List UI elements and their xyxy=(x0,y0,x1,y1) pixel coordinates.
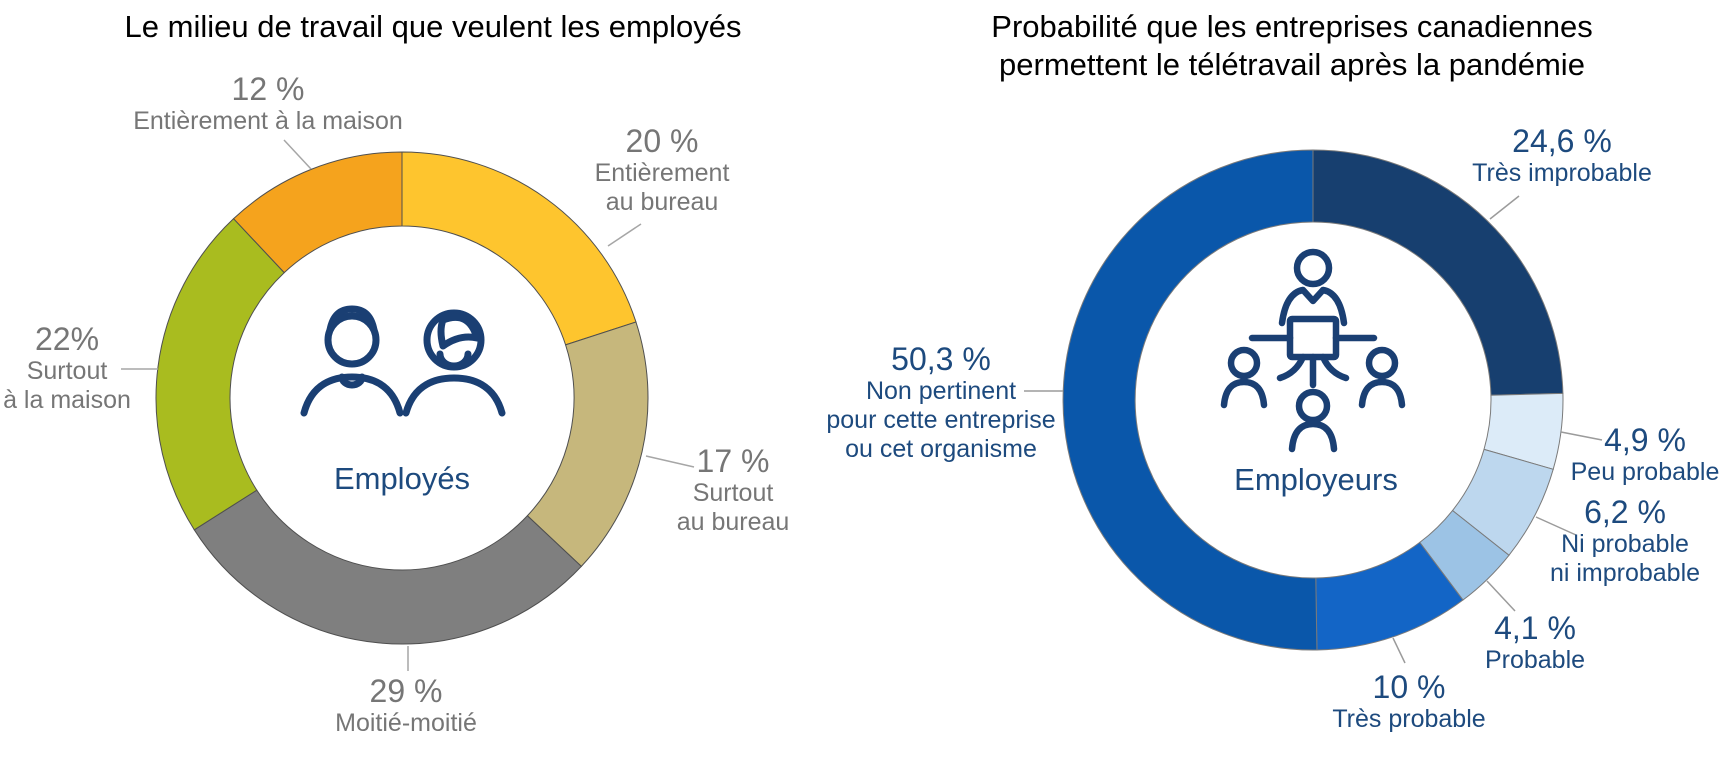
callout-likely: 4,1 % Probable xyxy=(1484,610,1586,675)
right-chart-title-line-1: Probabilité que les entreprises canadien… xyxy=(991,9,1593,44)
donut-slice-1 xyxy=(526,321,649,568)
leader-line-4-9pct xyxy=(1560,431,1603,441)
callout-fully-home: 12 % Entièrement à la maison xyxy=(133,71,403,136)
left-center-label: Employés xyxy=(333,461,471,496)
callout-mostly-home: 22% Surtout à la maison xyxy=(3,321,131,415)
right-chart-title: Probabilité que les entreprises canadien… xyxy=(991,8,1592,84)
left-chart-title-line: Le milieu de travail que veulent les emp… xyxy=(124,9,742,44)
leader-line-6-2pct xyxy=(1535,516,1577,536)
team-member-bottom xyxy=(1288,388,1338,453)
donut-slice-3 xyxy=(155,217,285,531)
callout-very-unlikely: 24,6 % Très improbable xyxy=(1472,123,1652,188)
donut-slice-2 xyxy=(193,489,583,645)
leader-line-10pct xyxy=(1392,637,1406,664)
leader-line-12pct xyxy=(283,139,312,170)
woman-bust xyxy=(402,309,506,417)
leader-line-17pct xyxy=(645,455,695,468)
donut-slice-5 xyxy=(1062,149,1318,651)
team-member-left xyxy=(1220,346,1268,409)
donut-employees xyxy=(155,151,649,645)
callout-unlikely: 4,9 % Peu probable xyxy=(1570,422,1720,487)
callout-not-relevant: 50,3 % Non pertinent pour cette entrepri… xyxy=(826,341,1056,464)
callout-fully-office: 20 % Entièrement au bureau xyxy=(594,123,730,217)
man-and-woman-icon xyxy=(300,305,506,417)
left-chart-title: Le milieu de travail que veulent les emp… xyxy=(125,8,742,46)
donut-employers xyxy=(1062,149,1564,651)
leader-line-24-6pct xyxy=(1489,195,1520,220)
callout-half-half: 29 % Moitié-moitié xyxy=(335,673,477,738)
team-around-laptop-icon xyxy=(1220,248,1406,453)
donut-slice-4 xyxy=(232,151,403,274)
callout-neither: 6,2 % Ni probable ni improbable xyxy=(1549,494,1701,588)
person-at-laptop xyxy=(1248,248,1378,389)
right-center-label: Employeurs xyxy=(1234,462,1398,497)
man-bust xyxy=(300,305,404,417)
right-chart-title-line-2: permettent le télétravail après la pandé… xyxy=(999,47,1585,82)
donut-slice-0 xyxy=(1312,149,1564,396)
leader-line-4-1pct xyxy=(1486,580,1516,612)
team-member-right xyxy=(1358,346,1406,409)
leader-line-20pct xyxy=(607,223,642,247)
callout-very-likely: 10 % Très probable xyxy=(1332,669,1486,734)
callout-mostly-office: 17 % Surtout au bureau xyxy=(676,443,790,537)
